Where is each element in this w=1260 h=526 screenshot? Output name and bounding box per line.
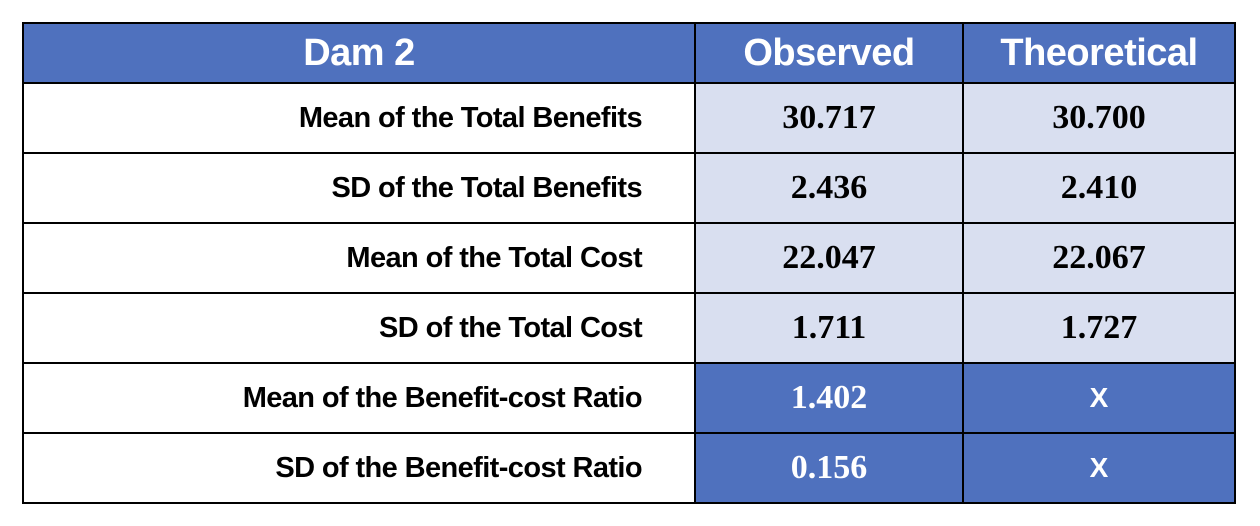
table-row: Mean of the Total Cost 22.047 22.067 <box>22 222 1236 294</box>
theoretical-value: 2.410 <box>962 152 1236 224</box>
row-label: Mean of the Benefit-cost Ratio <box>22 362 696 434</box>
theoretical-value: 22.067 <box>962 222 1236 294</box>
row-label: Mean of the Total Benefits <box>22 82 696 154</box>
row-label: SD of the Total Benefits <box>22 152 696 224</box>
observed-value: 22.047 <box>694 222 964 294</box>
table-row: SD of the Total Benefits 2.436 2.410 <box>22 152 1236 224</box>
observed-value: 2.436 <box>694 152 964 224</box>
row-label: SD of the Total Cost <box>22 292 696 364</box>
dam-statistics-table: Dam 2 Observed Theoretical Mean of the T… <box>22 22 1236 504</box>
row-label: Mean of the Total Cost <box>22 222 696 294</box>
header-observed: Observed <box>694 22 964 84</box>
table-row: Mean of the Total Benefits 30.717 30.700 <box>22 82 1236 154</box>
header-theoretical: Theoretical <box>962 22 1236 84</box>
header-dam: Dam 2 <box>22 22 696 84</box>
observed-value: 1.402 <box>694 362 964 434</box>
table-row: SD of the Total Cost 1.711 1.727 <box>22 292 1236 364</box>
table-header-row: Dam 2 Observed Theoretical <box>22 22 1236 84</box>
table-row: SD of the Benefit-cost Ratio 0.156 X <box>22 432 1236 504</box>
observed-value: 0.156 <box>694 432 964 504</box>
table-container: Dam 2 Observed Theoretical Mean of the T… <box>22 22 1236 504</box>
observed-value: 1.711 <box>694 292 964 364</box>
theoretical-value: X <box>962 362 1236 434</box>
theoretical-value: 30.700 <box>962 82 1236 154</box>
observed-value: 30.717 <box>694 82 964 154</box>
theoretical-value: X <box>962 432 1236 504</box>
theoretical-value: 1.727 <box>962 292 1236 364</box>
table-row: Mean of the Benefit-cost Ratio 1.402 X <box>22 362 1236 434</box>
row-label: SD of the Benefit-cost Ratio <box>22 432 696 504</box>
